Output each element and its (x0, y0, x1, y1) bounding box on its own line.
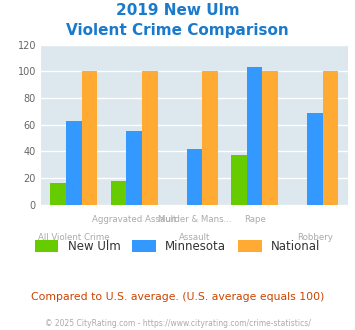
Bar (82, 71, 97, 205)
Bar (126, 131, 142, 205)
Bar (186, 148, 202, 205)
Bar (307, 113, 323, 205)
Bar (247, 67, 262, 205)
Bar (323, 71, 338, 205)
Text: 2019 New Ulm: 2019 New Ulm (116, 3, 239, 18)
Bar (231, 155, 247, 205)
Legend: New Ulm, Minnesota, National: New Ulm, Minnesota, National (30, 236, 325, 258)
Bar (262, 71, 278, 205)
Text: Robbery: Robbery (297, 233, 333, 242)
Text: All Violent Crime: All Violent Crime (38, 233, 110, 242)
Text: Rape: Rape (244, 214, 266, 223)
Bar (142, 71, 158, 205)
Bar (111, 181, 126, 205)
Text: © 2025 CityRating.com - https://www.cityrating.com/crime-statistics/: © 2025 CityRating.com - https://www.city… (45, 319, 310, 328)
Bar (50, 183, 66, 205)
Bar (66, 120, 82, 205)
Text: Assault: Assault (179, 233, 210, 242)
Text: Murder & Mans...: Murder & Mans... (158, 214, 231, 223)
Text: Compared to U.S. average. (U.S. average equals 100): Compared to U.S. average. (U.S. average … (31, 292, 324, 302)
Bar (202, 71, 218, 205)
Text: Violent Crime Comparison: Violent Crime Comparison (66, 23, 289, 38)
Text: Aggravated Assault: Aggravated Assault (92, 214, 176, 223)
